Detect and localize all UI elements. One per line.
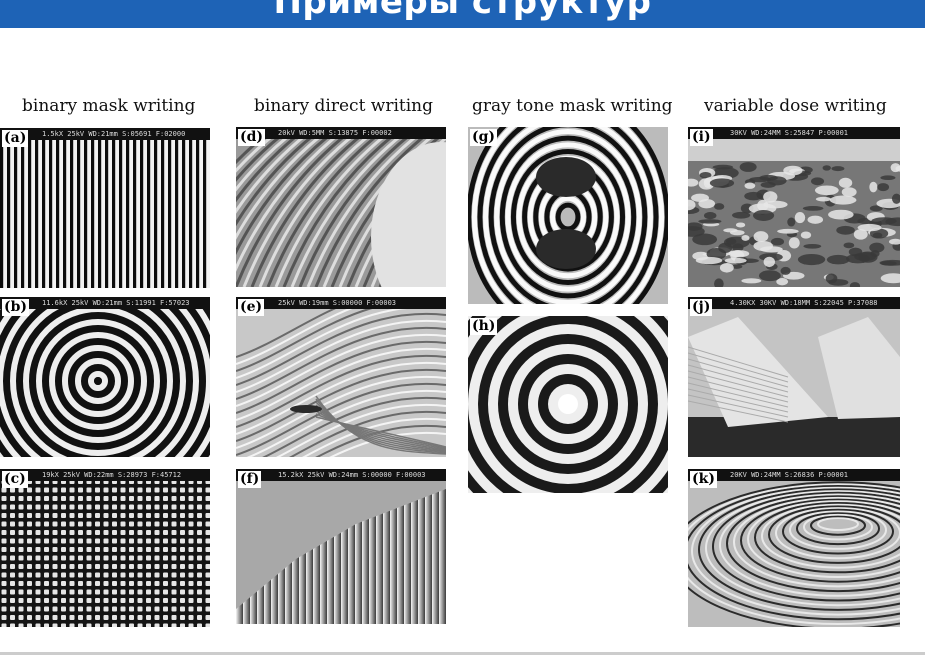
panel-d-info: 20kV WD:5MM S:13875 F:00002 — [236, 127, 446, 139]
panel-j-label: (j) — [690, 299, 713, 316]
bottom-divider — [0, 652, 925, 655]
panel-i-info: 30KV WD:24MM S:25847 P:00001 — [688, 127, 900, 139]
column-heading-binary-mask: binary mask writing — [22, 96, 196, 116]
column-heading-variable-dose: variable dose writing — [704, 96, 887, 116]
panel-c-label: (c) — [2, 471, 28, 488]
panel-c-image: 19kX 25kV WD:22mm S:28973 F:45712 (c) — [0, 469, 210, 627]
panel-k-image: 20KV WD:24MM S:26836 P:00001 (k) — [688, 469, 900, 627]
panel-e-label: (e) — [238, 299, 265, 316]
panel-a-image: 1.5kX 25kV WD:21mm S:05691 F:02000 (a) — [0, 128, 210, 288]
panel-b-label: (b) — [2, 299, 30, 316]
panel-i-image: 30KV WD:24MM S:25847 P:00001 (i) — [688, 127, 900, 287]
panel-g-label: (g) — [470, 129, 498, 146]
panel-j-info: 4.30KX 30KV WD:18MM S:22045 P:37088 — [688, 297, 900, 309]
panel-b-image: 11.6kX 25kV WD:21mm S:11991 F:57023 (b) — [0, 297, 210, 457]
panel-f-image: 15.2kX 25kV WD:24mm S:00000 F:00003 (f) — [236, 469, 446, 624]
panel-a-label: (a) — [2, 130, 29, 147]
panel-k-label: (k) — [690, 471, 717, 488]
panel-f-info: 15.2kX 25kV WD:24mm S:00000 F:00003 — [236, 469, 446, 481]
panel-d-label: (d) — [238, 129, 266, 146]
slide-title: Примеры структур — [273, 0, 652, 22]
panel-e-info: 25kV WD:19mm S:00000 F:00003 — [236, 297, 446, 309]
title-bar: Примеры структур — [0, 0, 925, 28]
panel-h-image: (h) — [468, 316, 668, 493]
panel-j-image: 4.30KX 30KV WD:18MM S:22045 P:37088 (j) — [688, 297, 900, 457]
panel-h-label: (h) — [470, 318, 498, 335]
panel-c-info: 19kX 25kV WD:22mm S:28973 F:45712 — [0, 469, 210, 481]
column-heading-binary-direct: binary direct writing — [254, 96, 434, 116]
panel-a-info: 1.5kX 25kV WD:21mm S:05691 F:02000 — [0, 128, 210, 140]
panel-f-label: (f) — [238, 471, 262, 488]
panel-b-info: 11.6kX 25kV WD:21mm S:11991 F:57023 — [0, 297, 210, 309]
column-heading-gray-tone: gray tone mask writing — [472, 96, 673, 116]
panel-i-label: (i) — [690, 129, 713, 146]
panel-d-image: 20kV WD:5MM S:13875 F:00002 (d) — [236, 127, 446, 287]
panel-e-image: 25kV WD:19mm S:00000 F:00003 (e) — [236, 297, 446, 457]
panel-g-image: (g) — [468, 127, 668, 304]
panel-k-info: 20KV WD:24MM S:26836 P:00001 — [688, 469, 900, 481]
